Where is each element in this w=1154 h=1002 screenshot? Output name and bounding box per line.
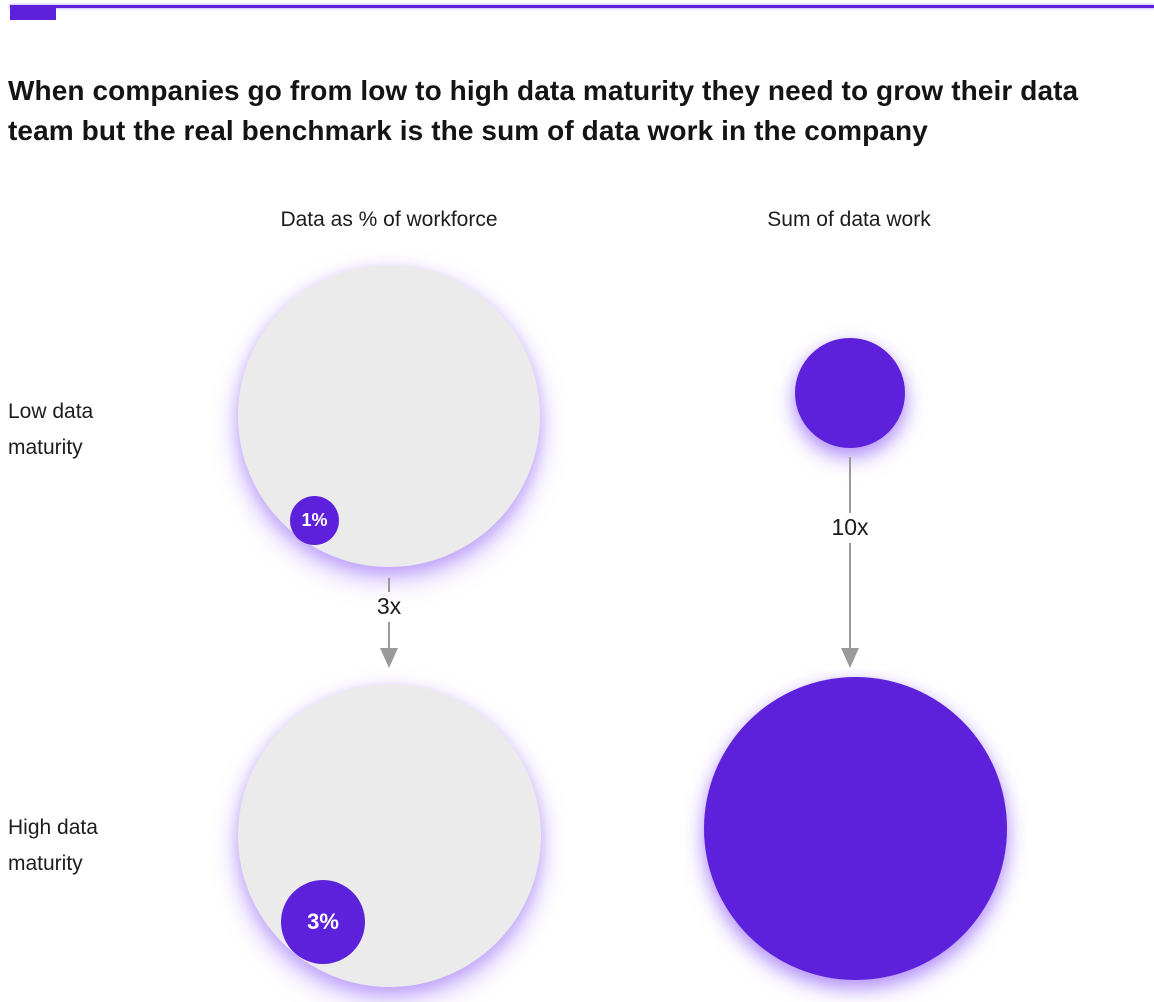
arrow-down-icon bbox=[380, 648, 398, 668]
slide-title: When companies go from low to high data … bbox=[8, 74, 1079, 146]
workforce-low-share-bubble: 1% bbox=[290, 496, 339, 545]
workforce-low-share-label: 1% bbox=[301, 510, 328, 530]
arrow-line bbox=[849, 457, 851, 513]
accent-rectangle bbox=[10, 5, 56, 20]
workforce-high-share-bubble: 3% bbox=[281, 880, 365, 964]
arrow-down-icon bbox=[841, 648, 859, 668]
datawork-growth-label: 10x bbox=[831, 514, 869, 540]
workforce-growth-label: 3x bbox=[376, 593, 402, 619]
workforce-low-total-circle bbox=[238, 265, 540, 567]
column-header-datawork: Sum of data work bbox=[767, 208, 931, 231]
workforce-high-share-label: 3% bbox=[307, 909, 339, 934]
arrow-line bbox=[388, 622, 390, 648]
top-accent-line bbox=[10, 5, 1154, 8]
row-label-high-maturity: High data maturity bbox=[8, 816, 98, 875]
column-header-workforce: Data as % of workforce bbox=[280, 208, 498, 231]
row-label-low-maturity: Low data maturity bbox=[8, 400, 94, 459]
datawork-low-circle bbox=[795, 338, 905, 448]
datawork-growth-arrow: 10x bbox=[818, 457, 882, 668]
datawork-high-circle bbox=[704, 677, 1007, 980]
workforce-high-total-circle bbox=[238, 684, 541, 987]
workforce-growth-arrow: 3x bbox=[357, 578, 421, 668]
arrow-line bbox=[849, 543, 851, 648]
arrow-line bbox=[388, 578, 390, 592]
